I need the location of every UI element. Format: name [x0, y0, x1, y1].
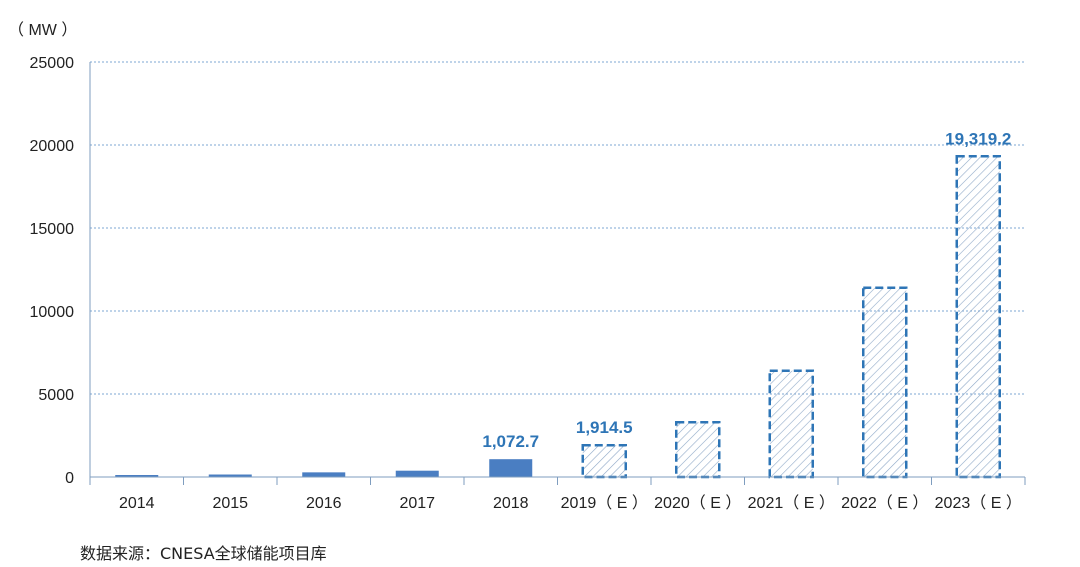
bar — [395, 470, 439, 477]
y-tick-label: 0 — [65, 470, 74, 487]
bar — [489, 459, 533, 477]
data-label: 1,914.5 — [576, 418, 633, 437]
x-tick-label: 2014 — [119, 495, 155, 512]
y-tick-label: 10000 — [30, 304, 75, 321]
x-tick-label: 2018 — [493, 495, 529, 512]
y-tick-label: 25000 — [30, 55, 75, 72]
data-label: 19,319.2 — [945, 129, 1011, 148]
x-tick-label: 2015 — [212, 495, 248, 512]
x-tick-label: 2019（ E ） — [561, 494, 648, 512]
bar-estimated — [581, 443, 627, 479]
y-tick-label: 15000 — [30, 221, 75, 238]
bar-estimated — [862, 286, 908, 479]
bar-estimated — [768, 369, 814, 479]
x-tick-label: 2020（ E ） — [654, 494, 741, 512]
x-tick-label: 2017 — [399, 495, 435, 512]
labels: 0 5000 10000 15000 20000 25000 2014 2015 2016 201… — [30, 55, 1022, 512]
bar — [208, 474, 252, 477]
bar — [302, 472, 346, 477]
bars — [115, 155, 1001, 479]
x-tick-label: 2016 — [306, 495, 342, 512]
x-tick-label: 2022（ E ） — [841, 494, 928, 512]
x-tick-label: 2021（ E ） — [748, 494, 835, 512]
bar-estimated — [675, 420, 721, 479]
x-tick-label: 2023（ E ） — [935, 494, 1022, 512]
y-axis-unit: （ MW ） — [8, 21, 77, 39]
source-note: 数据来源：CNESA全球储能项目库 — [80, 544, 327, 563]
y-tick-label: 20000 — [30, 138, 75, 155]
y-tick-label: 5000 — [38, 387, 74, 404]
data-label: 1,072.7 — [482, 432, 539, 451]
axes — [89, 62, 1026, 485]
bar — [115, 475, 159, 477]
bar-estimated — [955, 155, 1001, 479]
